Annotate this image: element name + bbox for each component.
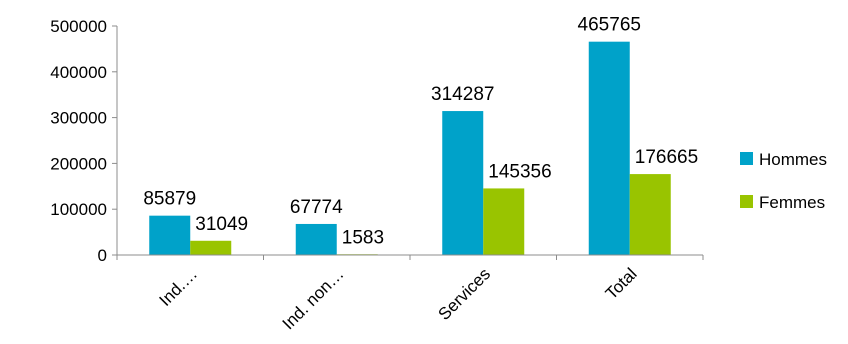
data-label-femmes: 145356 bbox=[488, 161, 551, 182]
category-label: Ind. non… bbox=[279, 264, 348, 333]
category-label: Ind.… bbox=[156, 264, 202, 310]
bar-femmes bbox=[483, 188, 525, 255]
bar-hommes bbox=[588, 41, 630, 256]
bar-hommes bbox=[295, 223, 337, 255]
legend-swatch-femmes bbox=[740, 195, 753, 208]
data-label-hommes: 67774 bbox=[290, 197, 343, 218]
legend-swatch-hommes bbox=[740, 152, 753, 165]
y-axis: 0 100000 200000 300000 400000 500000 bbox=[50, 17, 118, 265]
bar-femmes bbox=[629, 174, 671, 255]
bars bbox=[149, 41, 671, 256]
data-label-hommes: 85879 bbox=[143, 189, 196, 210]
y-tick-label: 400000 bbox=[50, 63, 107, 82]
category-label: Total bbox=[602, 264, 641, 303]
data-label-femmes: 1583 bbox=[342, 227, 384, 248]
bar-hommes bbox=[442, 111, 484, 256]
bar-femmes bbox=[190, 240, 232, 255]
bar-hommes bbox=[149, 215, 191, 255]
legend-label-femmes: Femmes bbox=[759, 193, 825, 212]
data-label-hommes: 465765 bbox=[578, 15, 641, 36]
legend: Hommes Femmes bbox=[740, 150, 827, 212]
data-label-hommes: 314287 bbox=[431, 84, 494, 105]
legend-label-hommes: Hommes bbox=[759, 150, 827, 169]
y-tick-label: 500000 bbox=[50, 17, 107, 36]
data-labels: 85879 67774 314287 465765 31049 1583 145356 176… bbox=[143, 15, 698, 249]
category-label: Services bbox=[435, 264, 495, 324]
data-label-femmes: 31049 bbox=[195, 214, 248, 235]
y-tick-label: 0 bbox=[98, 246, 107, 265]
y-tick-label: 100000 bbox=[50, 200, 107, 219]
y-tick-label: 200000 bbox=[50, 154, 107, 173]
data-label-femmes: 176665 bbox=[635, 147, 698, 168]
x-axis: Ind.… Ind. non… Services Total bbox=[116, 254, 704, 333]
y-tick-label: 300000 bbox=[50, 109, 107, 128]
